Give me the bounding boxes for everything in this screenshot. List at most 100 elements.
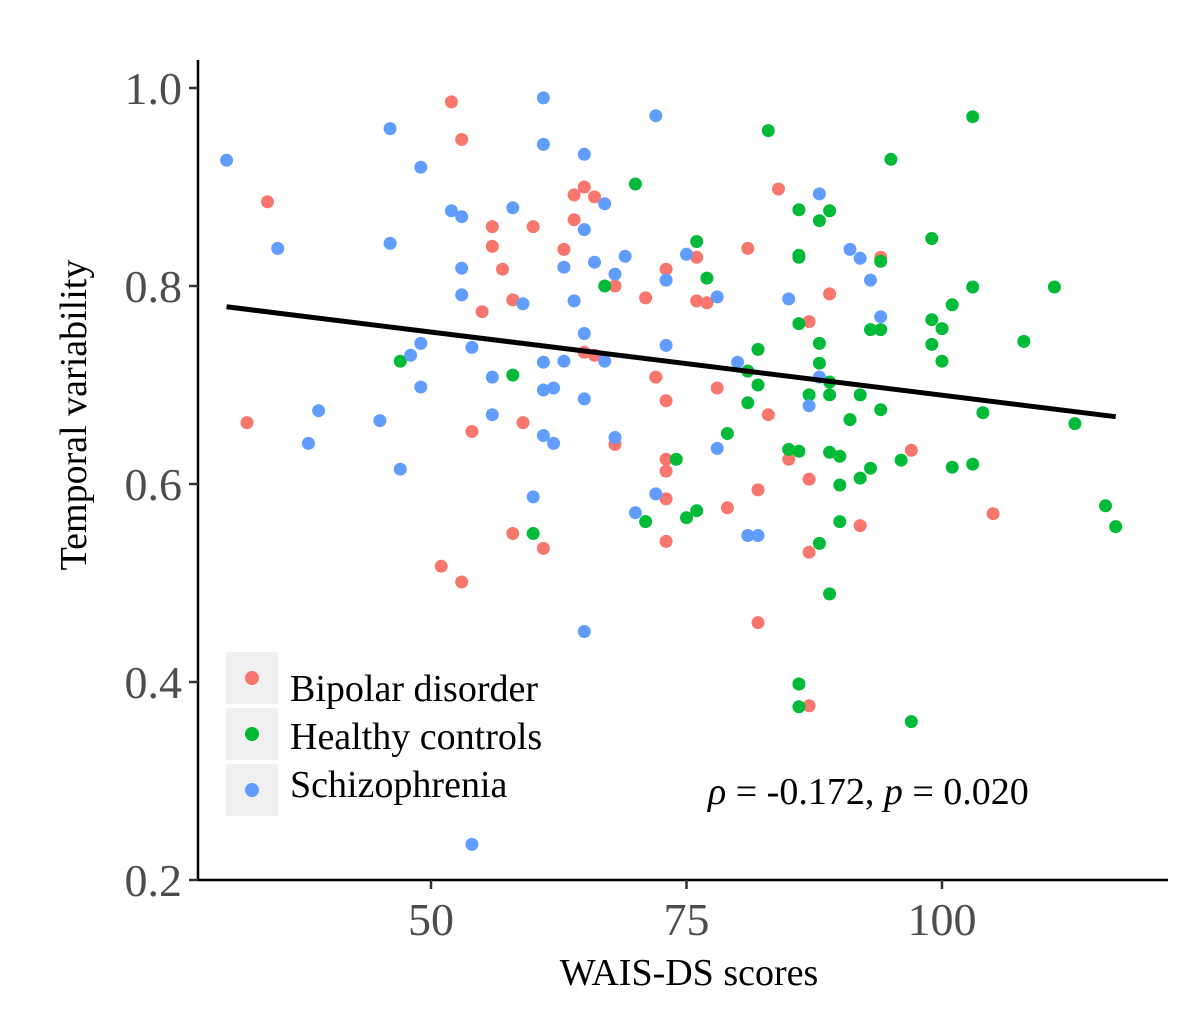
point-healthy-controls-60 (1017, 334, 1031, 348)
point-schizophrenia-61 (864, 273, 877, 287)
point-schizophrenia-19 (485, 408, 499, 422)
point-healthy-controls-53 (935, 354, 949, 368)
point-bipolar-disorder-14 (526, 220, 540, 234)
point-schizophrenia-45 (649, 109, 663, 123)
point-bipolar-disorder-41 (761, 408, 775, 422)
point-bipolar-disorder-40 (751, 616, 765, 630)
point-schizophrenia-13 (455, 210, 469, 224)
point-schizophrenia-14 (455, 261, 469, 275)
point-schizophrenia-39 (598, 197, 612, 211)
point-healthy-controls-52 (935, 322, 949, 336)
x-ticks: 50 75 100 (408, 880, 977, 945)
p-value: = 0.020 (903, 771, 1029, 813)
point-healthy-controls-0 (393, 354, 407, 368)
point-healthy-controls-38 (843, 413, 857, 427)
legend-key-bipolar (245, 671, 259, 685)
point-schizophrenia-62 (874, 310, 888, 324)
point-schizophrenia-32 (567, 294, 581, 308)
point-healthy-controls-17 (782, 442, 796, 456)
rho-symbol: ρ (707, 771, 726, 813)
point-schizophrenia-43 (618, 249, 632, 263)
point-healthy-controls-35 (833, 449, 847, 463)
point-bipolar-disorder-49 (853, 519, 867, 533)
point-schizophrenia-59 (843, 242, 857, 256)
point-bipolar-disorder-10 (496, 262, 509, 276)
point-healthy-controls-26 (812, 214, 826, 228)
point-healthy-controls-34 (823, 587, 837, 601)
point-bipolar-disorder-38 (741, 241, 755, 255)
point-schizophrenia-4 (373, 414, 387, 428)
legend: Bipolar disorder Healthy controls Schizo… (226, 652, 542, 816)
point-healthy-controls-36 (833, 478, 847, 492)
legend-key-schizophrenia (245, 783, 259, 797)
point-bipolar-disorder-1 (261, 195, 274, 209)
point-schizophrenia-55 (782, 292, 796, 306)
point-bipolar-disorder-7 (475, 305, 489, 319)
p-symbol: p (881, 771, 903, 813)
point-bipolar-disorder-48 (823, 287, 837, 301)
point-bipolar-disorder-43 (782, 452, 796, 466)
point-healthy-controls-45 (874, 403, 888, 417)
point-bipolar-disorder-9 (485, 239, 499, 253)
point-schizophrenia-33 (577, 147, 591, 161)
point-schizophrenia-3 (312, 404, 326, 418)
rho-value: = -0.172, (726, 771, 884, 813)
point-healthy-controls-16 (761, 124, 775, 138)
point-healthy-controls-28 (812, 356, 826, 370)
point-bipolar-disorder-5 (455, 575, 469, 589)
point-bipolar-disorder-13 (516, 416, 530, 430)
point-healthy-controls-44 (874, 323, 888, 337)
point-healthy-controls-33 (823, 445, 837, 459)
point-healthy-controls-47 (894, 453, 908, 467)
point-bipolar-disorder-0 (240, 416, 254, 430)
point-schizophrenia-29 (547, 436, 561, 450)
point-healthy-controls-22 (792, 444, 806, 458)
point-bipolar-disorder-39 (751, 483, 765, 497)
point-healthy-controls-29 (812, 536, 826, 550)
correlation-annotation: ρ = -0.172, p = 0.020 (707, 771, 1029, 813)
point-healthy-controls-30 (823, 204, 837, 218)
point-schizophrenia-51 (710, 441, 724, 455)
point-healthy-controls-42 (864, 461, 877, 475)
y-tick-label-3: 0.8 (125, 261, 183, 312)
point-schizophrenia-34 (577, 223, 591, 237)
point-schizophrenia-24 (536, 137, 550, 151)
point-schizophrenia-9 (414, 160, 428, 174)
legend-item-healthy: Healthy controls (226, 708, 542, 760)
point-healthy-controls-39 (853, 388, 867, 402)
point-bipolar-disorder-18 (567, 213, 581, 227)
point-healthy-controls-63 (1099, 499, 1112, 513)
point-healthy-controls-40 (853, 471, 867, 485)
point-schizophrenia-28 (547, 381, 561, 395)
point-bipolar-disorder-32 (659, 534, 673, 548)
point-healthy-controls-21 (792, 317, 806, 331)
point-healthy-controls-23 (792, 677, 806, 691)
point-healthy-controls-24 (792, 700, 806, 714)
point-schizophrenia-49 (680, 247, 693, 261)
point-healthy-controls-49 (925, 232, 939, 245)
point-schizophrenia-50 (710, 290, 724, 304)
y-tick-label-0: 0.2 (125, 855, 183, 906)
point-schizophrenia-53 (741, 529, 755, 542)
point-healthy-controls-27 (812, 336, 826, 350)
point-schizophrenia-7 (393, 462, 407, 476)
point-bipolar-disorder-37 (720, 501, 734, 515)
point-bipolar-disorder-11 (506, 293, 520, 307)
point-bipolar-disorder-51 (904, 443, 918, 457)
point-healthy-controls-41 (864, 323, 877, 337)
point-healthy-controls-18 (792, 203, 806, 217)
point-bipolar-disorder-4 (434, 559, 448, 573)
point-healthy-controls-8 (690, 235, 704, 248)
legend-key-healthy (245, 727, 259, 741)
point-schizophrenia-18 (485, 370, 499, 384)
point-bipolar-disorder-27 (659, 262, 673, 276)
legend-label-healthy: Healthy controls (290, 716, 542, 758)
point-bipolar-disorder-44 (802, 315, 816, 329)
point-schizophrenia-2 (301, 436, 315, 450)
point-schizophrenia-40 (598, 354, 612, 368)
point-bipolar-disorder-3 (455, 133, 469, 146)
point-schizophrenia-11 (414, 380, 428, 394)
point-healthy-controls-43 (874, 254, 888, 268)
point-bipolar-disorder-52 (986, 507, 1000, 521)
point-schizophrenia-37 (577, 625, 591, 638)
